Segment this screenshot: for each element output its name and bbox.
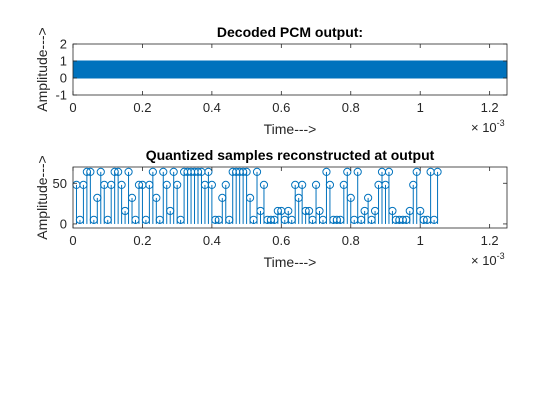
stem-marker xyxy=(159,167,168,176)
pcm-y-ticks: -1 0 1 2 xyxy=(55,37,507,103)
quantized-x-multiplier: × 10-3 xyxy=(471,251,505,268)
stem-marker xyxy=(384,167,394,176)
quantized-title: Quantized samples reconstructed at outpu… xyxy=(146,147,435,163)
quantized-x-ticks: 0 0.2 0.4 0.6 0.8 1 1.2 xyxy=(69,167,499,248)
pcm-x-label: Time---> xyxy=(264,121,317,137)
quantized-plot-area xyxy=(73,167,507,228)
pcm-title: Decoded PCM output: xyxy=(217,24,363,40)
stem-marker xyxy=(364,193,373,203)
x-tick-label: 0.2 xyxy=(133,233,151,248)
pcm-x-ticks: 0 0.2 0.4 0.6 0.8 1 1.2 xyxy=(69,44,499,115)
quantized-x-multiplier-exp: -3 xyxy=(497,251,505,261)
stem-marker xyxy=(388,206,397,216)
stem-marker xyxy=(252,167,262,176)
x-tick-label: 0.4 xyxy=(203,233,221,248)
stem-marker xyxy=(343,167,352,176)
pcm-series-line xyxy=(72,60,508,79)
stem-marker xyxy=(433,167,442,176)
quantized-axes-box xyxy=(72,166,508,229)
x-tick-label: 0 xyxy=(69,100,76,115)
pcm-axes-box xyxy=(72,43,508,96)
stem-marker xyxy=(148,167,157,176)
stem-marker xyxy=(162,180,171,189)
stem-marker xyxy=(304,206,314,216)
stem-marker xyxy=(353,167,362,176)
x-tick-label: 0.6 xyxy=(272,100,290,115)
x-tick-label: 0.4 xyxy=(203,100,221,115)
stem-marker xyxy=(207,180,216,189)
pcm-x-multiplier-base: × 10 xyxy=(471,120,497,135)
pcm-x-multiplier-exp: -3 xyxy=(497,118,505,128)
y-tick-label: 0 xyxy=(60,71,67,86)
stem-marker xyxy=(311,180,321,189)
stem-marker xyxy=(152,193,161,203)
y-tick-label: 0 xyxy=(60,216,67,231)
quantized-y-label: Amplitude---> xyxy=(34,155,50,239)
stem-marker xyxy=(173,180,182,189)
x-tick-label: 1 xyxy=(417,233,424,248)
stem-marker xyxy=(284,206,293,216)
pcm-y-label: Amplitude---> xyxy=(34,27,50,111)
pcm-x-multiplier: × 10-3 xyxy=(471,118,505,135)
y-tick-label: 2 xyxy=(60,37,67,52)
stem-marker xyxy=(114,167,123,176)
x-tick-label: 1.2 xyxy=(481,100,499,115)
stem-marker xyxy=(315,206,324,216)
stem-marker xyxy=(245,193,255,203)
x-tick-label: 1.2 xyxy=(481,233,499,248)
stem-marker xyxy=(221,180,230,189)
stem-marker xyxy=(242,167,251,176)
stem-marker xyxy=(259,180,269,189)
stem-marker xyxy=(204,167,213,176)
y-tick-label: -1 xyxy=(55,88,67,103)
quantized-axes: 0 0.2 0.4 0.6 0.8 1 1.2 0 50 Quantized samples … xyxy=(34,147,508,270)
quantized-x-multiplier-base: × 10 xyxy=(471,253,497,268)
x-tick-label: 0.8 xyxy=(342,233,360,248)
x-tick-label: 0.6 xyxy=(272,233,290,248)
stem-marker xyxy=(412,167,421,176)
stem-marker xyxy=(298,180,307,189)
x-tick-label: 0.2 xyxy=(133,100,151,115)
stem-marker xyxy=(325,180,335,189)
quantized-y-ticks: 0 50 xyxy=(53,176,507,231)
stem-marker xyxy=(117,180,126,189)
x-tick-label: 0.8 xyxy=(342,100,360,115)
stem-marker xyxy=(346,193,355,203)
y-tick-label: 50 xyxy=(53,176,67,191)
stem-marker xyxy=(322,167,331,176)
quantized-x-label: Time---> xyxy=(264,254,317,270)
x-tick-label: 0 xyxy=(69,233,76,248)
stem-marker xyxy=(96,167,105,176)
y-tick-label: 1 xyxy=(60,54,67,69)
stem-marker xyxy=(416,206,425,216)
x-tick-label: 1 xyxy=(417,100,424,115)
stem-marker xyxy=(169,167,178,176)
stem-marker xyxy=(86,167,95,176)
stem-marker xyxy=(127,193,137,203)
quantized-stems xyxy=(72,167,442,224)
stem-marker xyxy=(124,167,133,176)
